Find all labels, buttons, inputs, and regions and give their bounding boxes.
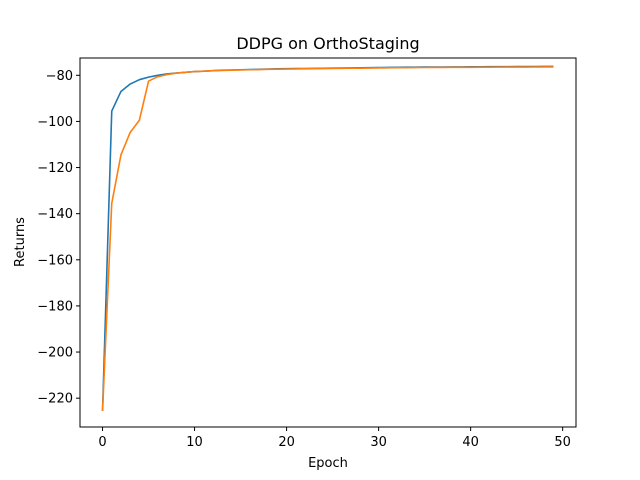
plot-area: [101, 65, 554, 411]
y-tick-label: −80: [46, 69, 73, 84]
x-axis-label: Epoch: [308, 456, 348, 471]
x-axis: 0 10 20 30 40 50: [98, 427, 571, 450]
x-tick-label: 30: [370, 435, 387, 450]
plot-frame: [79, 57, 577, 428]
x-tick-label: 0: [98, 435, 106, 450]
x-tick-label: 50: [554, 435, 571, 450]
y-axis: −220 −200 −180 −160 −140 −120 −100 −80: [37, 69, 80, 407]
y-tick-label: −100: [37, 115, 73, 130]
y-tick-label: −120: [37, 161, 73, 176]
y-tick-label: −140: [37, 207, 73, 222]
y-tick-label: −160: [37, 253, 73, 268]
chart-title: DDPG on OrthoStaging: [236, 34, 419, 53]
x-tick-label: 20: [278, 435, 295, 450]
x-tick-label: 40: [462, 435, 479, 450]
y-tick-label: −200: [37, 346, 73, 361]
y-tick-label: −180: [37, 299, 73, 314]
y-tick-label: −220: [37, 392, 73, 407]
y-axis-label: Returns: [13, 217, 28, 267]
x-tick-label: 10: [186, 435, 203, 450]
series-line-2: [101, 66, 554, 411]
